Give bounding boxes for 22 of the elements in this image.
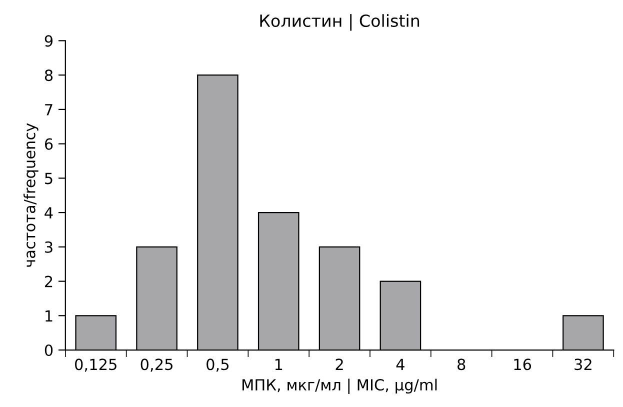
y-tick-label: 3 — [45, 241, 52, 253]
x-tick-label: 32 — [574, 358, 592, 370]
y-tick-label: 6 — [44, 138, 53, 150]
x-tick-label: 4 — [396, 358, 404, 370]
x-tick-label: 1 — [275, 358, 282, 370]
y-tick-label: 8 — [44, 70, 53, 82]
y-tick-label: 2 — [45, 276, 52, 288]
y-tick-label: 7 — [45, 104, 52, 116]
y-tick-label: 0 — [44, 344, 53, 356]
x-tick-label: 0,25 — [140, 358, 172, 372]
x-tick-label: 0,125 — [75, 358, 116, 372]
y-axis-title: частота/frequency — [24, 123, 38, 267]
y-tick-label: 1 — [46, 310, 52, 322]
x-tick-label: 16 — [514, 358, 532, 370]
x-tick-label: 2 — [336, 358, 343, 370]
y-tick-label: 5 — [45, 172, 52, 184]
x-tick-label: 0,5 — [206, 358, 229, 372]
chart-title: Колистин | Colistin — [260, 14, 420, 31]
x-tick-label: 8 — [458, 358, 466, 370]
y-tick-label: 4 — [44, 207, 53, 218]
x-axis-title: МПК, мкг/мл | MIC, μg/ml — [242, 378, 437, 394]
y-tick-label: 9 — [44, 35, 53, 47]
